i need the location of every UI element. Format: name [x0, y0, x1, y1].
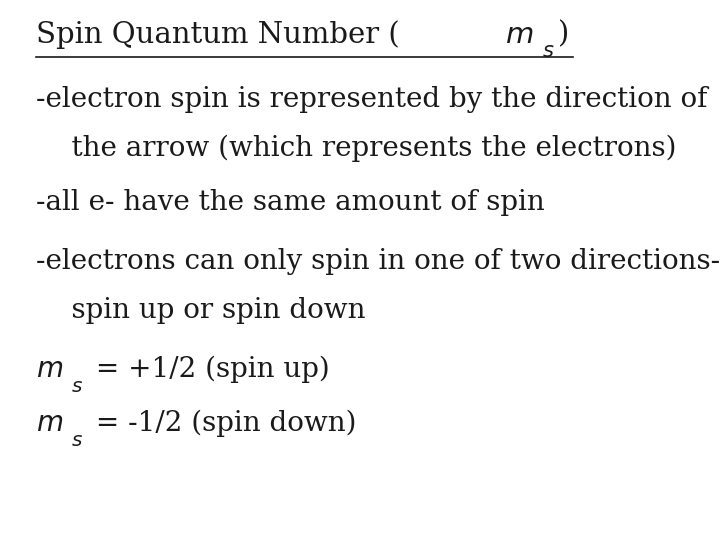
- Text: Spin Quantum Number (: Spin Quantum Number (: [36, 20, 400, 49]
- Text: spin up or spin down: spin up or spin down: [36, 297, 366, 324]
- Text: -electron spin is represented by the direction of: -electron spin is represented by the dir…: [36, 86, 708, 113]
- Text: $s$: $s$: [71, 431, 83, 450]
- Text: $m$: $m$: [36, 355, 63, 383]
- Text: ): ): [558, 21, 570, 49]
- Text: -electrons can only spin in one of two directions-: -electrons can only spin in one of two d…: [36, 248, 720, 275]
- Text: $m$: $m$: [505, 21, 534, 49]
- Text: $s$: $s$: [542, 41, 554, 61]
- Text: = -1/2 (spin down): = -1/2 (spin down): [86, 410, 356, 437]
- Text: $m$: $m$: [36, 409, 63, 437]
- Text: -all e- have the same amount of spin: -all e- have the same amount of spin: [36, 189, 545, 216]
- Text: the arrow (which represents the electrons): the arrow (which represents the electron…: [36, 134, 677, 162]
- Text: $s$: $s$: [71, 377, 83, 396]
- Text: = +1/2 (spin up): = +1/2 (spin up): [86, 356, 329, 383]
